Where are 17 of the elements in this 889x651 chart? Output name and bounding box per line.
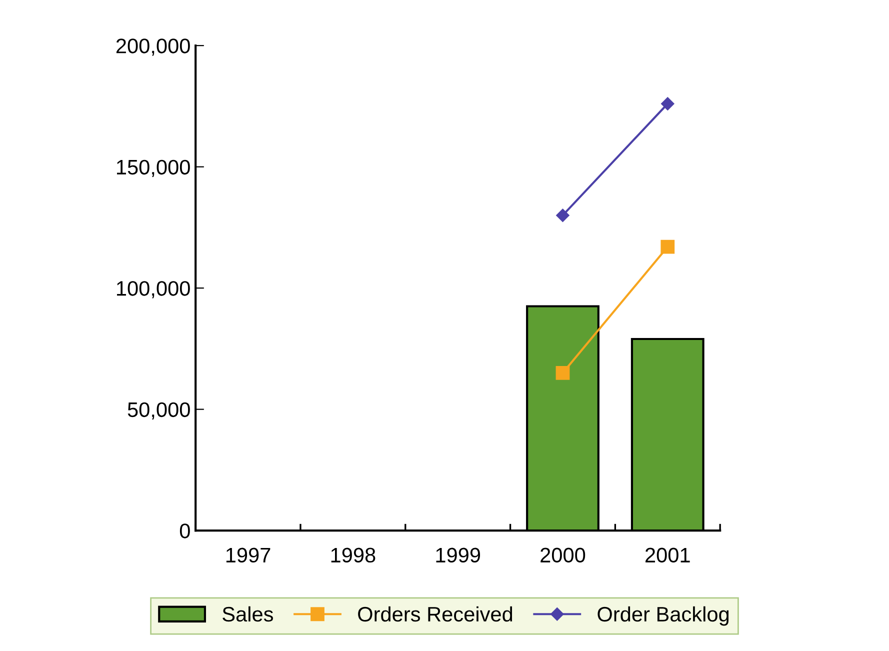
x-tick-label: 2000 (540, 548, 586, 563)
point (556, 366, 570, 380)
x-tick-label: 1998 (331, 548, 376, 563)
point (556, 208, 570, 222)
point (660, 240, 675, 254)
y-tick-label: 0 (180, 524, 190, 538)
x-tick-label: 2001 (646, 548, 690, 563)
legend-label: Orders Received (358, 606, 512, 622)
x-tick-label: 1997 (226, 548, 270, 563)
y-tick-label: 100,000 (117, 281, 190, 298)
point (661, 97, 674, 110)
x-tick-label: 1999 (436, 548, 480, 563)
legend-label: Sales (222, 606, 273, 622)
legend-label: Order Backlog (598, 606, 729, 626)
y-tick-label: 150,000 (117, 160, 190, 178)
y-tick-label: 200,000 (116, 38, 190, 56)
y-tick-label: 50,000 (128, 402, 190, 420)
